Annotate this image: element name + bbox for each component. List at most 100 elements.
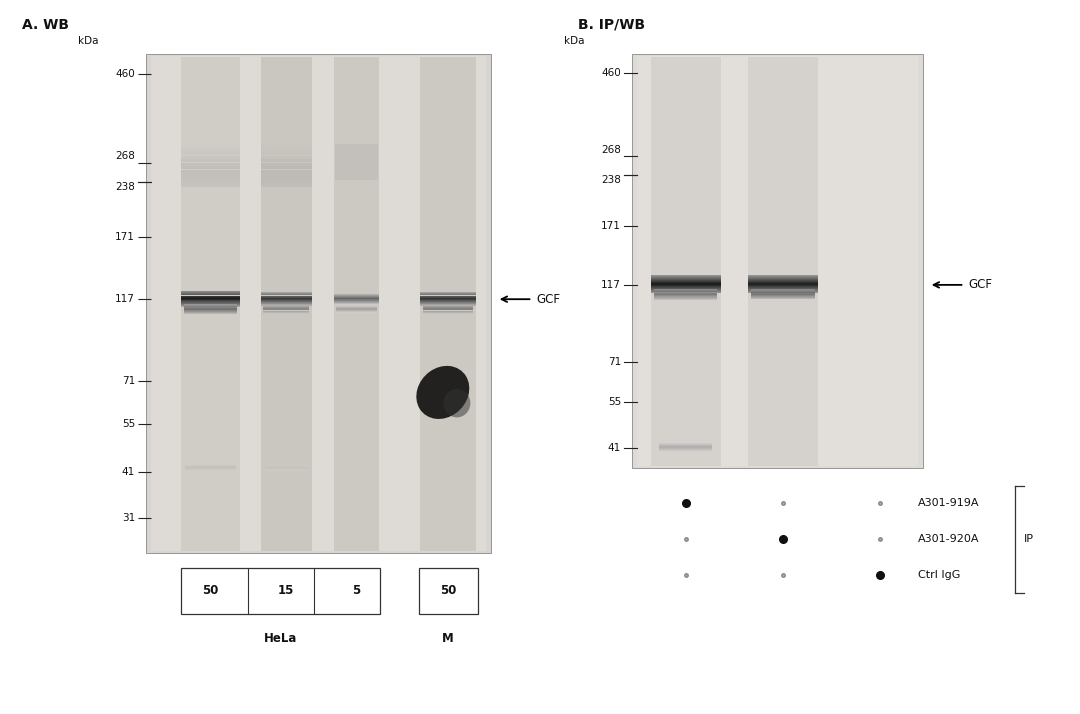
Bar (181, 297, 241, 298)
Text: 238: 238 (602, 175, 621, 185)
Bar (181, 295, 241, 296)
Text: 460: 460 (602, 68, 621, 78)
Bar (650, 288, 721, 289)
Text: 238: 238 (116, 182, 135, 192)
Bar (747, 278, 819, 279)
Bar (146, 54, 491, 553)
Bar (261, 184, 312, 187)
Bar (335, 144, 378, 180)
Text: 268: 268 (602, 145, 621, 155)
Text: 71: 71 (122, 376, 135, 386)
Text: kDa: kDa (78, 36, 98, 46)
Bar (747, 287, 819, 288)
Bar (747, 279, 819, 280)
Bar (181, 177, 241, 180)
Bar (181, 291, 241, 292)
Text: kDa: kDa (564, 36, 584, 46)
Bar (650, 276, 721, 277)
Bar (747, 283, 819, 284)
Bar (181, 299, 241, 300)
Bar (181, 294, 241, 295)
Bar (181, 302, 241, 303)
Text: A301-920A: A301-920A (918, 534, 980, 544)
Bar (261, 156, 312, 159)
Bar (747, 286, 819, 287)
Bar (261, 145, 312, 148)
Text: 268: 268 (116, 151, 135, 161)
Bar (747, 284, 819, 286)
Bar (261, 174, 312, 176)
Bar (650, 280, 721, 281)
Bar (747, 280, 819, 281)
Text: 5: 5 (352, 584, 361, 598)
Text: 31: 31 (122, 513, 135, 523)
Bar (261, 149, 312, 151)
Bar (632, 54, 923, 468)
Bar (181, 152, 241, 155)
Ellipse shape (416, 366, 470, 419)
Bar (181, 306, 241, 307)
Bar (637, 56, 918, 466)
Bar (181, 296, 241, 297)
Bar (181, 303, 241, 305)
Text: M: M (443, 632, 454, 645)
Bar (181, 156, 241, 159)
Bar (747, 57, 819, 466)
Bar (747, 281, 819, 282)
Bar (181, 301, 241, 302)
Text: HeLa: HeLa (265, 632, 297, 645)
Bar (747, 276, 819, 277)
Bar (747, 288, 819, 289)
Bar (181, 149, 241, 151)
Bar (747, 292, 819, 293)
Bar (181, 293, 241, 294)
Bar (181, 163, 241, 166)
Text: 55: 55 (122, 418, 135, 428)
Bar (650, 277, 721, 278)
Text: GCF: GCF (969, 278, 993, 291)
Text: 55: 55 (608, 397, 621, 407)
Text: 171: 171 (602, 221, 621, 231)
Text: 71: 71 (608, 357, 621, 367)
Bar (181, 181, 241, 183)
Text: 15: 15 (278, 584, 295, 598)
Bar (650, 289, 721, 290)
Bar (181, 305, 241, 306)
Bar (261, 166, 312, 169)
Bar (334, 57, 379, 551)
Text: 41: 41 (608, 443, 621, 453)
Bar (419, 568, 478, 614)
Bar (261, 177, 312, 180)
Bar (261, 163, 312, 166)
Bar (181, 568, 380, 614)
Bar (747, 289, 819, 290)
Bar (151, 56, 486, 551)
Bar (650, 292, 721, 293)
Bar (261, 170, 312, 173)
Bar (181, 170, 241, 173)
Text: 117: 117 (602, 280, 621, 290)
Text: B. IP/WB: B. IP/WB (578, 18, 645, 32)
Bar (261, 181, 312, 183)
Bar (650, 290, 721, 291)
Bar (650, 279, 721, 280)
Bar (650, 282, 721, 283)
Bar (650, 283, 721, 284)
Text: 50: 50 (202, 584, 219, 598)
Text: GCF: GCF (537, 293, 561, 306)
Bar (261, 152, 312, 155)
Text: 117: 117 (116, 294, 135, 304)
Text: 171: 171 (116, 232, 135, 242)
Text: 41: 41 (122, 467, 135, 477)
Bar (181, 184, 241, 187)
Bar (747, 277, 819, 278)
Text: A301-919A: A301-919A (918, 498, 980, 508)
Bar (181, 159, 241, 162)
Bar (420, 57, 476, 551)
Bar (650, 284, 721, 286)
Bar (747, 282, 819, 283)
Text: IP: IP (1024, 534, 1034, 544)
Bar (181, 174, 241, 176)
Text: 50: 50 (440, 584, 457, 598)
Bar (650, 281, 721, 282)
